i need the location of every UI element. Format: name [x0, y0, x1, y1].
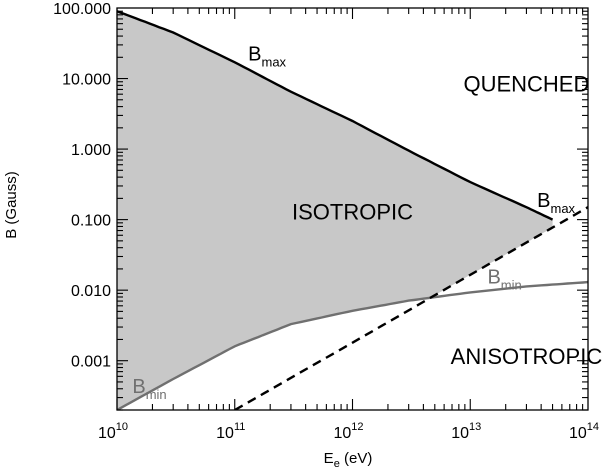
y-tick-label: 10.000 — [62, 72, 111, 89]
plot-content — [117, 10, 588, 410]
curve-label-bmax-1: Bmax — [537, 190, 575, 216]
series-line-bmax — [117, 10, 554, 221]
y-tick-label: 0.100 — [71, 213, 111, 230]
curve-label-bmin-3: Bmin — [132, 376, 166, 402]
y-tick-label: 0.010 — [71, 283, 111, 300]
region-label-isotropic: ISOTROPIC — [292, 200, 413, 225]
annotations: Bmax Bmax Bmin Bmin QUENCHED ISOTROPIC ANISOTR… — [132, 44, 603, 402]
x-axis-title: Ee (eV) — [324, 450, 373, 468]
x-tick-label: 1014 — [569, 421, 599, 442]
y-axis-title: B (Gauss) — [3, 171, 20, 239]
region-label-anisotropic: ANISOTROPIC — [451, 344, 603, 369]
series-line-boundary — [234, 206, 588, 410]
curve-label-bmax-0: Bmax — [248, 44, 286, 70]
axes: 1010 1011 1012 1013 1014 100.000 10.000 1.000 0.… — [53, 1, 599, 442]
y-tick-label: 100.000 — [53, 1, 111, 18]
x-tick-label: 1012 — [333, 421, 363, 442]
x-tick-label: 1011 — [216, 421, 245, 442]
series-line-bmin — [117, 280, 588, 410]
y-tick-label: 0.001 — [71, 354, 111, 371]
x-tick-label: 1010 — [98, 421, 128, 442]
y-tick-label: 1.000 — [71, 142, 111, 159]
plot-area — [117, 10, 588, 410]
curve-label-bmin-2: Bmin — [487, 266, 521, 292]
isotropic-region-fill — [117, 11, 553, 410]
x-tick-label: 1013 — [451, 421, 481, 442]
region-label-quenched: QUENCHED — [463, 72, 589, 97]
